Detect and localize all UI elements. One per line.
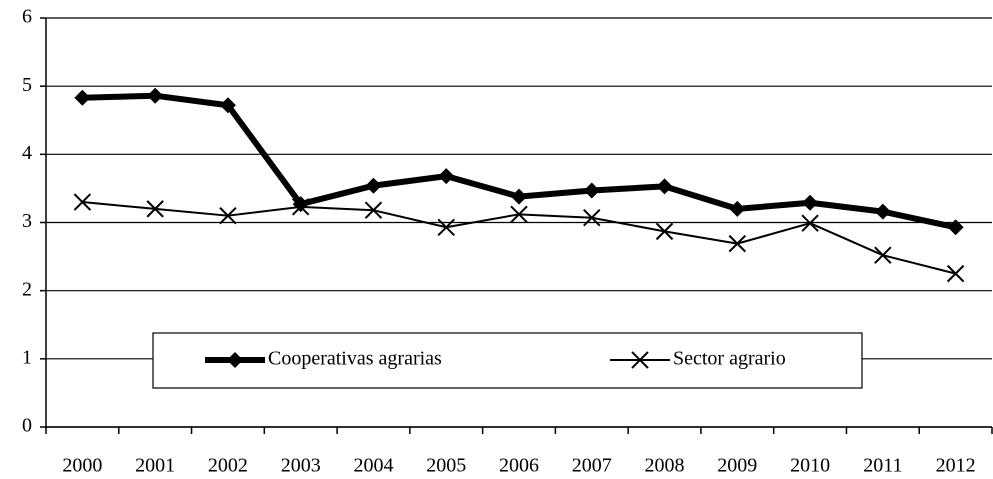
marker (583, 182, 600, 199)
legend-label: Cooperativas agrarias (268, 348, 442, 370)
marker (728, 234, 747, 253)
x-tick-label: 2004 (353, 455, 393, 477)
marker (510, 205, 528, 224)
marker (729, 200, 746, 217)
y-tick-label: 0 (22, 415, 32, 437)
x-tick-label: 2005 (426, 455, 466, 477)
marker (219, 97, 236, 114)
marker (291, 198, 310, 216)
marker (947, 219, 964, 236)
x-tick-label: 2001 (135, 455, 175, 477)
marker (656, 178, 673, 195)
legend-box (152, 332, 863, 389)
marker (365, 177, 382, 194)
marker (874, 246, 892, 264)
marker (146, 200, 164, 218)
x-tick-label: 2010 (790, 455, 830, 477)
marker (802, 194, 819, 211)
marker (583, 209, 601, 227)
x-tick-label: 2006 (499, 455, 539, 477)
series-line (82, 92, 957, 231)
legend-label: Sector agrario (673, 348, 786, 370)
marker (227, 352, 243, 368)
marker (511, 188, 527, 205)
y-tick-label: 5 (22, 74, 32, 96)
x-tick-label: 2003 (281, 455, 321, 477)
x-tick-label: 2008 (645, 455, 685, 477)
x-tick-label: 2002 (208, 455, 248, 477)
y-tick-label: 3 (22, 210, 32, 232)
x-tick-label: 2007 (572, 455, 612, 477)
marker (437, 218, 455, 236)
marker (219, 206, 237, 225)
marker (74, 89, 91, 106)
y-tick-label: 2 (22, 278, 32, 300)
x-tick-label: 2000 (62, 455, 102, 477)
series-line (82, 201, 956, 275)
marker (73, 193, 92, 211)
y-tick-label: 4 (22, 142, 32, 164)
marker (631, 351, 649, 369)
marker (655, 222, 674, 241)
marker (874, 203, 891, 220)
marker (946, 264, 965, 283)
x-tick-label: 2012 (936, 455, 976, 477)
marker (438, 168, 455, 185)
x-tick-label: 2011 (863, 455, 902, 477)
marker (801, 214, 819, 232)
marker (147, 87, 164, 104)
marker (364, 201, 383, 219)
y-tick-label: 1 (22, 346, 32, 368)
x-tick-label: 2009 (717, 455, 757, 477)
y-tick-label: 6 (22, 6, 32, 28)
